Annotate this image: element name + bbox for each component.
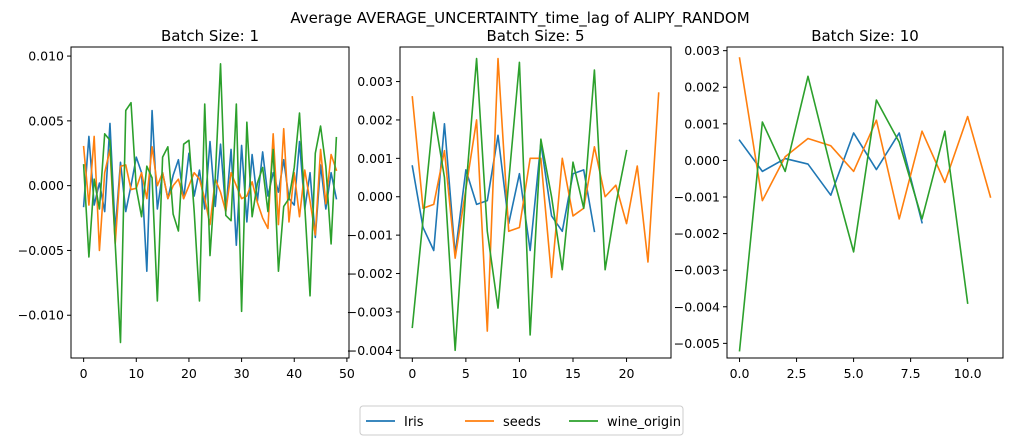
y-tick-label: 0.000 <box>684 153 720 168</box>
axes-frame <box>70 46 350 359</box>
y-tick-label: −0.003 <box>347 304 393 319</box>
subplots: Batch Size: 10 10 20 30 40 50−0.010−0.0050.00… <box>18 27 1004 381</box>
x-tick-label: 0.0 <box>730 366 750 381</box>
series-line-wine-origin <box>82 63 338 344</box>
x-tick-label: 20 <box>181 366 197 381</box>
y-tick-label: 0.002 <box>357 112 393 127</box>
y-tick-label: −0.001 <box>674 190 720 205</box>
y-tick-label: −0.002 <box>674 226 720 241</box>
y-tick-label: 0.003 <box>357 74 393 89</box>
x-tick-label: 30 <box>234 366 250 381</box>
y-tick-label: 0.002 <box>684 80 720 95</box>
series-line-iris <box>738 132 923 224</box>
y-tick-label: −0.004 <box>674 299 720 314</box>
series-line-wine-origin <box>738 75 969 352</box>
y-tick-label: −0.004 <box>347 343 393 358</box>
subplot-title: Batch Size: 10 <box>811 27 919 45</box>
series-line-wine-origin <box>411 57 628 352</box>
figure-suptitle: Average AVERAGE_UNCERTAINTY_time_lag of … <box>290 9 749 28</box>
y-tick-label: −0.010 <box>18 308 64 323</box>
x-tick-label: 50 <box>339 366 355 381</box>
x-tick-label: 5.0 <box>844 366 864 381</box>
y-tick-label: −0.005 <box>674 336 720 351</box>
x-tick-label: 40 <box>286 366 302 381</box>
y-tick-label: −0.001 <box>347 228 393 243</box>
axes-frame <box>399 46 672 359</box>
x-tick-label: 0 <box>408 366 416 381</box>
y-tick-label: −0.003 <box>674 263 720 278</box>
x-tick-label: 10 <box>128 366 144 381</box>
y-tick-label: 0.003 <box>684 43 720 58</box>
subplot-2: Batch Size: 5 0 5 10 15 20 −0.004 −0.003 −0.002 −… <box>347 27 672 381</box>
x-tick-label: 10.0 <box>954 366 982 381</box>
legend: Iris seeds wine_origin <box>359 405 684 436</box>
series-line-iris <box>82 109 338 272</box>
legend-box <box>359 405 684 436</box>
x-tick-label: 7.5 <box>901 366 921 381</box>
axes-frame <box>726 46 1004 359</box>
y-tick-label: 0.000 <box>357 189 393 204</box>
x-tick-label: 10 <box>511 366 527 381</box>
subplot-3: Batch Size: 10 0.0 2.5 5.0 7.5 10.0 −0.005 −0.0… <box>674 27 1004 381</box>
y-tick-label: −0.002 <box>347 266 393 281</box>
subplot-1: Batch Size: 1 0 10 20 30 40 50 −0.010 −0.005 0.00… <box>18 27 355 381</box>
subplot-title: Batch Size: 5 <box>486 27 584 45</box>
y-tick-label: 0.001 <box>357 151 393 166</box>
y-tick-label: 0.010 <box>28 49 64 64</box>
y-tick-label: −0.005 <box>18 243 64 258</box>
subplot-title: Batch Size: 1 <box>161 27 259 45</box>
x-tick-label: 20 <box>619 366 635 381</box>
series-line-iris <box>411 122 596 256</box>
y-tick-label: 0.005 <box>28 113 64 128</box>
x-tick-label: 5 <box>462 366 470 381</box>
legend-label: Iris <box>404 415 424 430</box>
legend-label: wine_origin <box>607 415 681 430</box>
x-tick-label: 0 <box>80 366 88 381</box>
x-tick-label: 15 <box>565 366 581 381</box>
y-tick-label: 0.000 <box>28 178 64 193</box>
x-tick-label: 2.5 <box>787 366 807 381</box>
y-tick-label: 0.001 <box>684 116 720 131</box>
series-line-seeds <box>82 127 338 252</box>
legend-label: seeds <box>503 415 541 430</box>
